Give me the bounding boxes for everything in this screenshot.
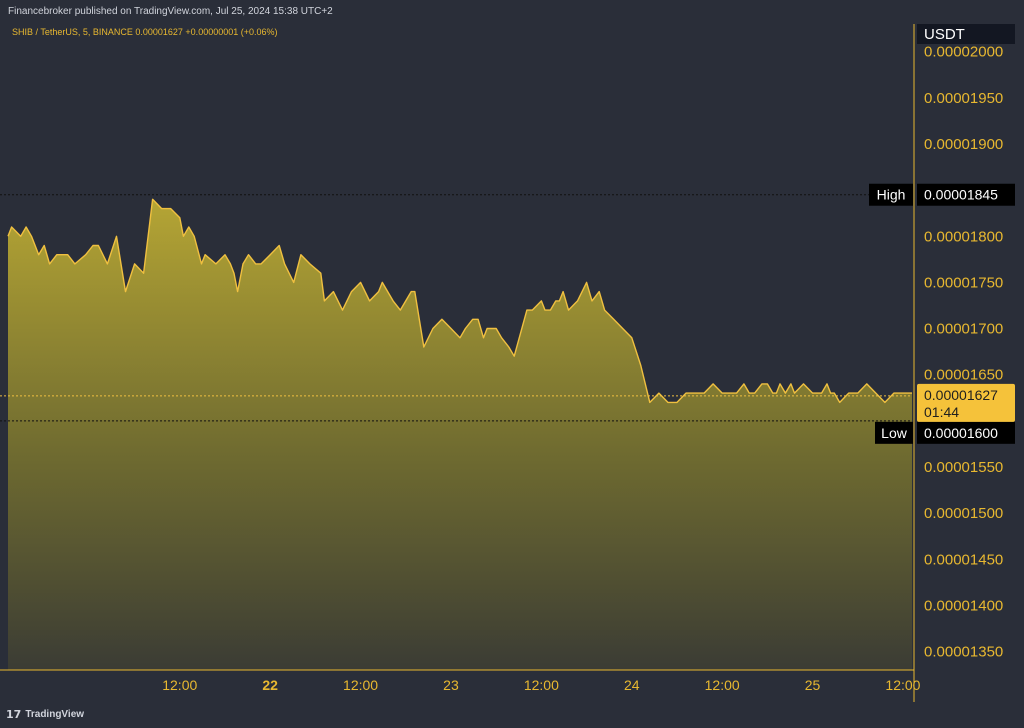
bar-countdown: 01:44: [924, 404, 959, 420]
x-tick-label: 12:00: [343, 677, 378, 693]
x-tick-label: 12:00: [162, 677, 197, 693]
x-tick-label: 23: [443, 677, 459, 693]
publish-header: Financebroker published on TradingView.c…: [0, 0, 1024, 24]
price-chart[interactable]: 0.00002000 0.00001950 0.00001900 0.00001800…: [0, 24, 1024, 702]
high-value: 0.00001845: [924, 187, 998, 203]
high-value-box: [917, 183, 1015, 206]
y-tick-label: 0.00001450: [924, 551, 1003, 568]
high-label-box: [869, 183, 913, 206]
price-area-fill: [8, 199, 912, 671]
last-price-value: 0.00001627: [924, 387, 998, 403]
low-label-box: [875, 421, 913, 444]
currency-badge: [917, 24, 1015, 44]
y-tick-label: 0.00001500: [924, 505, 1003, 522]
tradingview-logo[interactable]: 17 TradingView: [6, 708, 84, 721]
symbol-info: SHIB / TetherUS, 5, BINANCE 0.00001627 +…: [12, 27, 278, 37]
price-line: [7, 198, 912, 404]
y-tick-label: 0.00001350: [924, 644, 1003, 661]
x-tick-label: 12:00: [524, 677, 559, 693]
x-tick-label: 24: [624, 677, 640, 693]
currency-label: USDT: [924, 26, 965, 43]
y-tick-label: 0.00001950: [924, 90, 1003, 107]
y-tick-label: 0.00001650: [924, 367, 1003, 384]
chart-area[interactable]: 0.00002000 0.00001950 0.00001900 0.00001800…: [0, 24, 1024, 702]
last-price-box: [917, 383, 1015, 422]
y-tick-label: 0.00001900: [924, 136, 1003, 153]
tradingview-logo-text: TradingView: [25, 709, 85, 720]
y-tick-label: 0.00001700: [924, 321, 1003, 338]
x-tick-label: 12:00: [705, 677, 740, 693]
publish-note: Financebroker published on TradingView.c…: [8, 6, 333, 17]
x-tick-label: 25: [805, 677, 821, 693]
high-label: High: [877, 187, 906, 203]
y-tick-label: 0.00001750: [924, 274, 1003, 291]
low-value: 0.00001600: [924, 425, 998, 441]
x-tick-label: 12:00: [885, 677, 920, 693]
footer-bar: 17 TradingView: [0, 702, 1024, 728]
y-tick-label: 0.00001400: [924, 597, 1003, 614]
low-value-box: [917, 421, 1015, 444]
tradingview-logo-icon: 17: [6, 708, 22, 721]
x-tick-label: 22: [262, 677, 278, 693]
y-tick-label: 0.00001800: [924, 228, 1003, 245]
y-tick-label: 0.00002000: [924, 44, 1003, 61]
low-label: Low: [881, 425, 908, 441]
y-tick-label: 0.00001550: [924, 459, 1003, 476]
